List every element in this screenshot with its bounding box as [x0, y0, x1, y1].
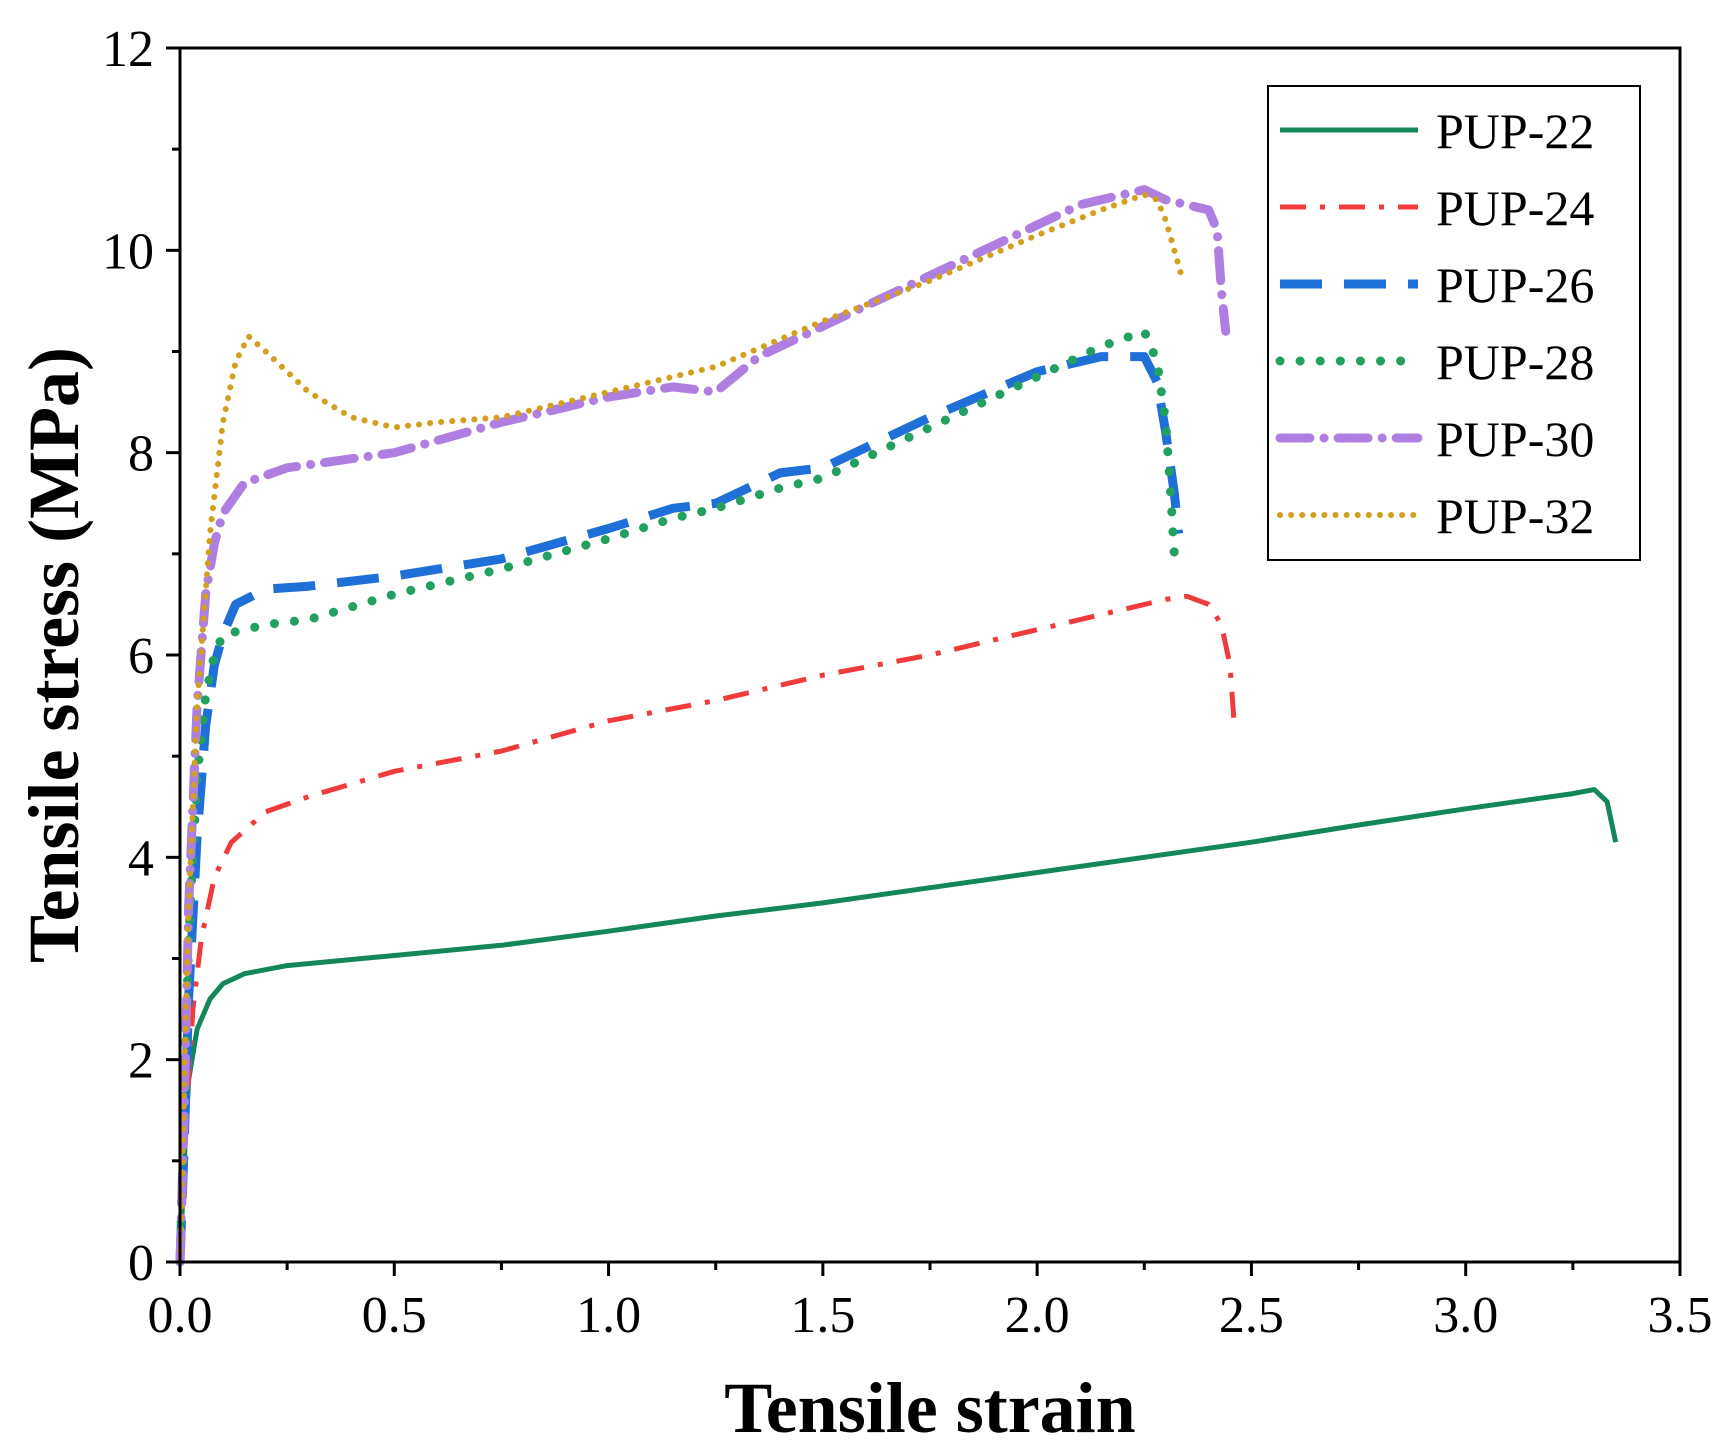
x-tick-label: 0.5: [362, 1287, 427, 1344]
legend-label-pup-28: PUP-28: [1436, 334, 1594, 390]
series-line-pup-28: [175, 326, 1179, 1267]
legend: PUP-22 PUP-24 PUP-26 PUP-28 PUP-30 PUP-32: [1267, 85, 1641, 561]
y-tick-label: 4: [128, 830, 154, 887]
legend-label-pup-32: PUP-32: [1436, 488, 1594, 544]
y-tick-label: 12: [102, 21, 154, 78]
legend-label-pup-26: PUP-26: [1436, 257, 1594, 313]
series-line-pup-24: [177, 593, 1237, 1263]
x-tick-label: 1.0: [576, 1287, 641, 1344]
legend-label-pup-24: PUP-24: [1436, 180, 1594, 236]
y-tick-label: 10: [102, 223, 154, 280]
series-line-pup-26: [175, 352, 1184, 1263]
x-tick-label: 2.0: [1005, 1287, 1070, 1344]
x-tick-label: 3.5: [1648, 1287, 1713, 1344]
series-lines: [175, 185, 1619, 1267]
series-line-pup-22: [177, 787, 1619, 1263]
legend-box: [1267, 85, 1641, 561]
axis-ticks: 0.0 0.5 1.0 1.5 2.0 2.5 3.0 3.5 0 2 4 6 8 10 12: [102, 21, 1713, 1344]
series-line-pup-30: [175, 185, 1231, 1267]
y-tick-label: 8: [128, 426, 154, 483]
legend-label-pup-30: PUP-30: [1436, 411, 1594, 467]
legend-label-pup-22: PUP-22: [1436, 103, 1594, 159]
x-tick-label: 1.5: [790, 1287, 855, 1344]
series-line-pup-32: [177, 191, 1186, 1265]
x-tick-label: 3.0: [1433, 1287, 1498, 1344]
x-tick-label: 2.5: [1219, 1287, 1284, 1344]
x-axis-title: Tensile strain: [724, 1368, 1135, 1448]
x-tick-label: 0.0: [148, 1287, 213, 1344]
y-axis-title: Tensile stress (MPa): [14, 347, 94, 963]
y-tick-label: 0: [128, 1235, 154, 1292]
y-tick-label: 6: [128, 628, 154, 685]
y-tick-label: 2: [128, 1033, 154, 1090]
